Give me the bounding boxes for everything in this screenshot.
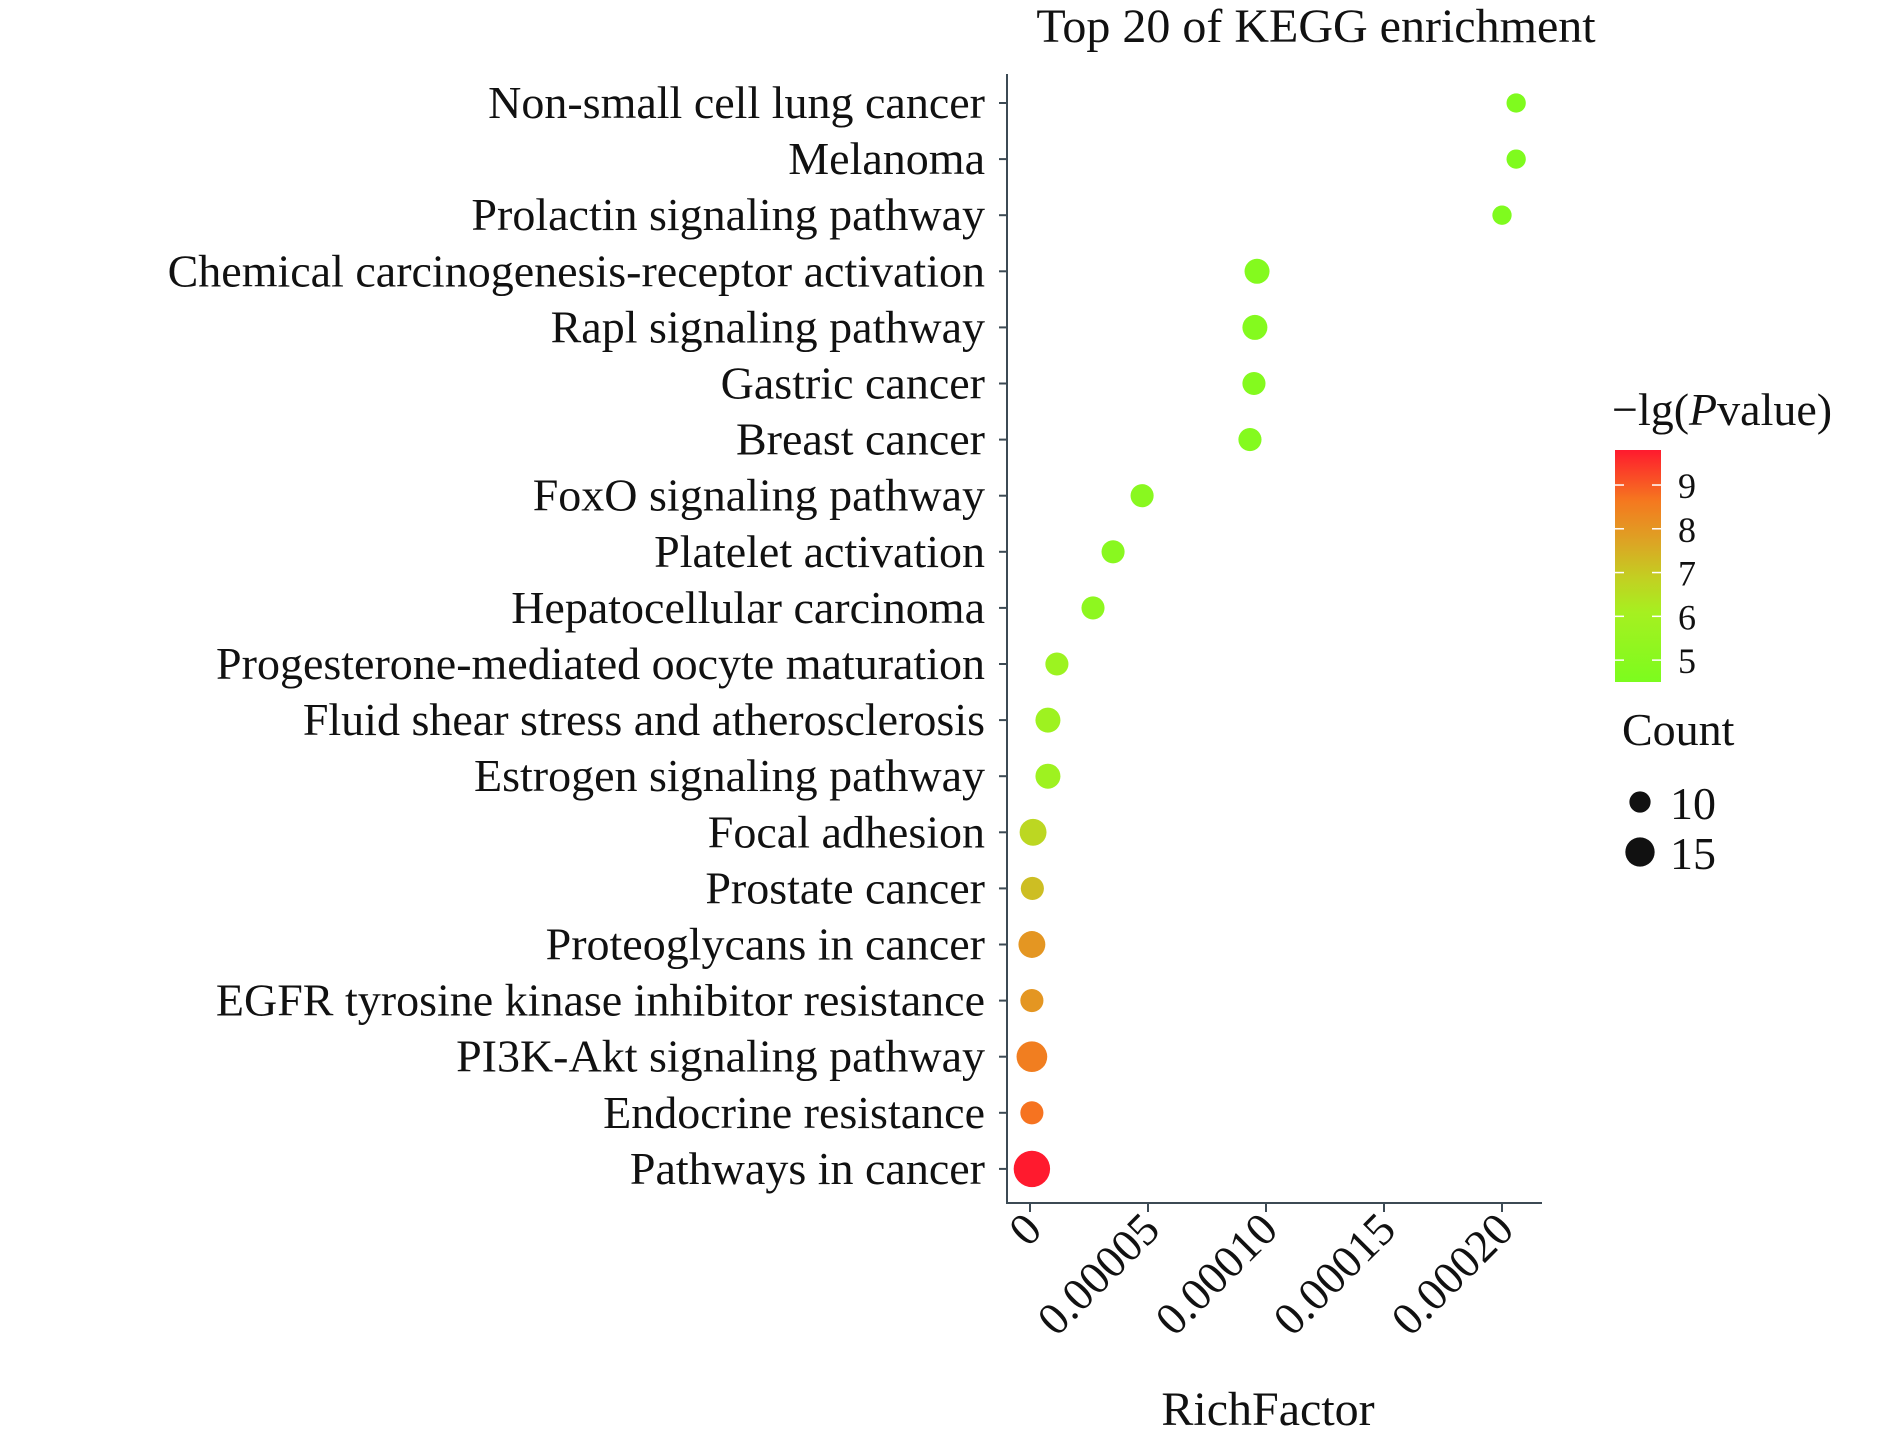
data-point <box>1506 149 1526 169</box>
data-point <box>1020 876 1044 900</box>
y-tick-label: FoxO signaling pathway <box>533 470 985 521</box>
data-point <box>1013 1150 1051 1188</box>
y-tick-label: PI3K-Akt signaling pathway <box>456 1031 985 1082</box>
size-legend-title: Count <box>1622 704 1735 755</box>
y-tick-label: Progesterone-mediated oocyte maturation <box>216 638 985 689</box>
data-point <box>1016 1041 1048 1073</box>
x-tick-label: 0.00005 <box>1027 1203 1169 1345</box>
y-tick-label: Platelet activation <box>654 526 985 577</box>
y-tick-label: Chemical carcinogenesis-receptor activat… <box>168 245 985 296</box>
data-point <box>1242 371 1266 396</box>
data-point <box>1020 1101 1044 1125</box>
data-point <box>1018 931 1046 958</box>
y-tick-label: Estrogen signaling pathway <box>474 750 985 801</box>
y-tick-label: Prostate cancer <box>705 862 985 913</box>
y-tick-label: Gastric cancer <box>721 358 985 409</box>
y-tick-label: Endocrine resistance <box>603 1087 985 1138</box>
data-points <box>1013 93 1526 1188</box>
y-tick-label: Rapl signaling pathway <box>551 301 985 352</box>
colorbar-tick-label: 7 <box>1678 554 1696 594</box>
y-axis-labels: Non-small cell lung cancerMelanomaProlac… <box>168 77 985 1194</box>
size-legend-dot <box>1629 791 1651 813</box>
y-tick-label: Proteoglycans in cancer <box>546 919 985 970</box>
size-legend-label: 15 <box>1670 828 1716 879</box>
y-tick-label: Breast cancer <box>736 414 985 465</box>
x-axis-ticks <box>1029 1203 1503 1212</box>
data-point <box>1101 540 1125 564</box>
x-axis-title: RichFactor <box>1161 1383 1374 1436</box>
x-tick-label: 0.00015 <box>1263 1203 1405 1345</box>
y-tick-label: Hepatocellular carcinoma <box>511 582 985 633</box>
data-point <box>1242 314 1268 340</box>
x-tick-label: 0 <box>999 1203 1051 1255</box>
y-tick-label: Melanoma <box>788 133 985 184</box>
colorbar <box>1615 450 1661 682</box>
y-tick-label: Prolactin signaling pathway <box>471 189 985 240</box>
y-axis-ticks <box>999 102 1007 1170</box>
data-point <box>1244 258 1270 284</box>
data-point <box>1019 818 1047 846</box>
chart-title: Top 20 of KEGG enrichment <box>1036 0 1596 53</box>
color-legend-title: −lg(Pvalue) <box>1612 384 1832 435</box>
size-legend-label: 10 <box>1670 778 1716 829</box>
data-point <box>1130 484 1154 508</box>
data-point <box>1035 707 1061 733</box>
y-tick-label: EGFR tyrosine kinase inhibitor resistanc… <box>216 975 985 1026</box>
data-point <box>1506 93 1526 113</box>
x-tick-label: 0.00020 <box>1381 1203 1523 1345</box>
y-tick-label: Non-small cell lung cancer <box>488 77 985 128</box>
data-point <box>1492 205 1512 225</box>
y-tick-label: Pathways in cancer <box>630 1143 985 1194</box>
data-point <box>1020 989 1044 1013</box>
data-point <box>1081 596 1105 620</box>
colorbar-tick-label: 6 <box>1678 597 1696 637</box>
x-tick-label: 0.00010 <box>1145 1203 1287 1345</box>
data-point <box>1045 652 1069 676</box>
data-point <box>1035 763 1061 789</box>
data-point <box>1238 428 1262 452</box>
colorbar-tick-label: 5 <box>1678 641 1696 681</box>
y-tick-label: Focal adhesion <box>708 806 985 857</box>
size-legend-dot <box>1625 837 1655 867</box>
colorbar-tick-label: 8 <box>1678 510 1696 550</box>
colorbar-tick-label: 9 <box>1678 466 1696 506</box>
y-tick-label: Fluid shear stress and atherosclerosis <box>303 694 985 745</box>
